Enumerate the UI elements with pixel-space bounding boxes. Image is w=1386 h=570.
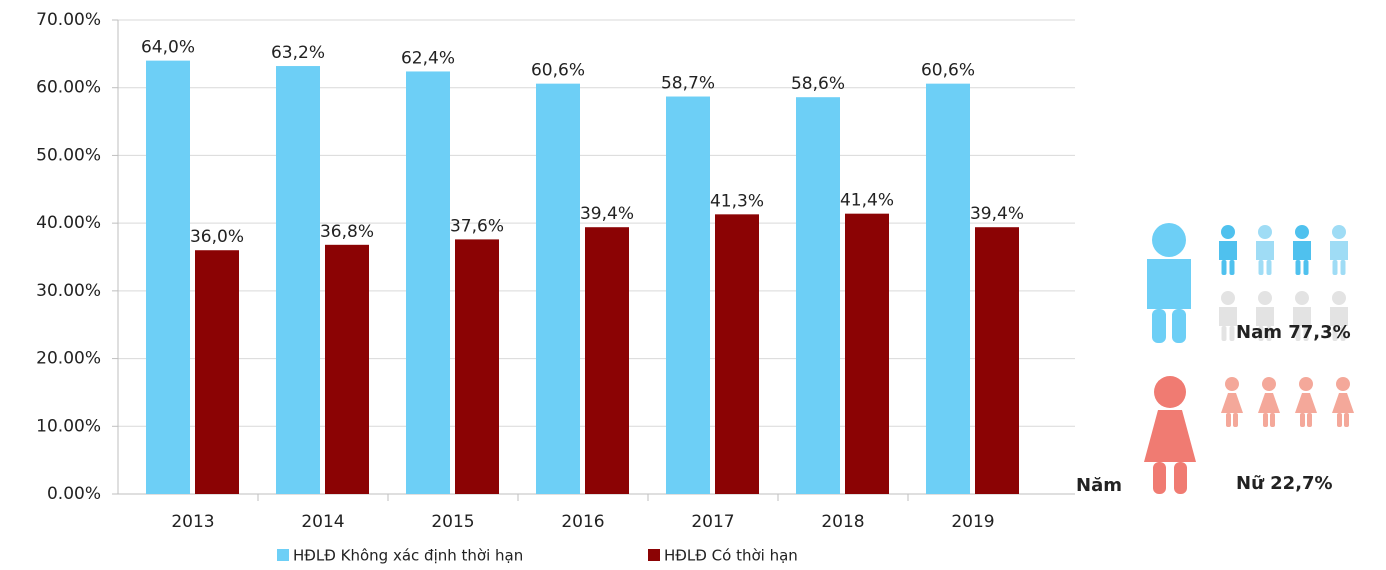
legend-swatch (648, 549, 660, 561)
x-tick-label: 2015 (431, 512, 474, 532)
icon (1144, 410, 1196, 462)
bar (406, 71, 450, 494)
icon (1153, 462, 1166, 494)
data-label: 60,6% (921, 61, 975, 81)
data-label: 62,4% (401, 48, 455, 68)
bar (276, 66, 320, 494)
female-label: Nữ 22,7% (1236, 473, 1333, 494)
bar (926, 83, 970, 494)
bar (666, 96, 710, 494)
bar (975, 227, 1019, 494)
icon (1152, 223, 1186, 257)
icon (1154, 376, 1186, 408)
y-tick-label: 20.00% (36, 349, 101, 369)
data-label: 64,0% (141, 38, 195, 58)
bar (325, 244, 369, 494)
bar (796, 97, 840, 495)
bar (715, 214, 759, 494)
y-tick-label: 10.00% (36, 416, 101, 436)
x-axis-label: Năm (1076, 475, 1122, 496)
male-icons (1147, 223, 1348, 343)
data-label: 37,6% (450, 216, 504, 236)
bar (146, 60, 190, 494)
icon (1174, 462, 1187, 494)
female-icons (1144, 376, 1354, 494)
x-tick-label: 2016 (561, 512, 604, 532)
icon (1147, 259, 1191, 309)
data-label: 41,3% (710, 191, 764, 211)
x-tick-label: 2019 (951, 512, 994, 532)
x-tick-label: 2013 (171, 512, 214, 532)
x-tick-label: 2018 (821, 512, 864, 532)
icon (1293, 225, 1311, 275)
x-tick-label: 2014 (301, 512, 344, 532)
y-tick-label: 50.00% (36, 145, 101, 165)
bar (455, 239, 499, 494)
icon (1256, 225, 1274, 275)
icon (1219, 291, 1237, 341)
x-tick-label: 2017 (691, 512, 734, 532)
bar (536, 83, 580, 494)
y-tick-label: 0.00% (47, 484, 101, 504)
icon (1172, 309, 1186, 343)
icon (1219, 225, 1237, 275)
icon (1221, 377, 1243, 427)
legend-label: HĐLĐ Không xác định thời hạn (293, 547, 523, 565)
data-label: 58,7% (661, 74, 715, 94)
icon (1332, 377, 1354, 427)
y-tick-label: 30.00% (36, 281, 101, 301)
data-label: 36,8% (320, 222, 374, 242)
data-label: 39,4% (970, 204, 1024, 224)
icon (1295, 377, 1317, 427)
male-label: Nam 77,3% (1236, 322, 1351, 343)
icon (1258, 377, 1280, 427)
bar (195, 250, 239, 494)
icon (1330, 225, 1348, 275)
bar (585, 227, 629, 494)
y-tick-label: 60.00% (36, 78, 101, 98)
data-label: 39,4% (580, 204, 634, 224)
data-label: 58,6% (791, 74, 845, 94)
data-label: 41,4% (840, 191, 894, 211)
data-label: 36,0% (190, 227, 244, 247)
data-label: 60,6% (531, 61, 585, 81)
y-tick-label: 70.00% (36, 10, 101, 30)
icon (1152, 309, 1166, 343)
bar (845, 213, 889, 495)
legend-swatch (277, 549, 289, 561)
legend-label: HĐLĐ Có thời hạn (664, 547, 798, 565)
y-tick-label: 40.00% (36, 213, 101, 233)
data-label: 63,2% (271, 43, 325, 63)
